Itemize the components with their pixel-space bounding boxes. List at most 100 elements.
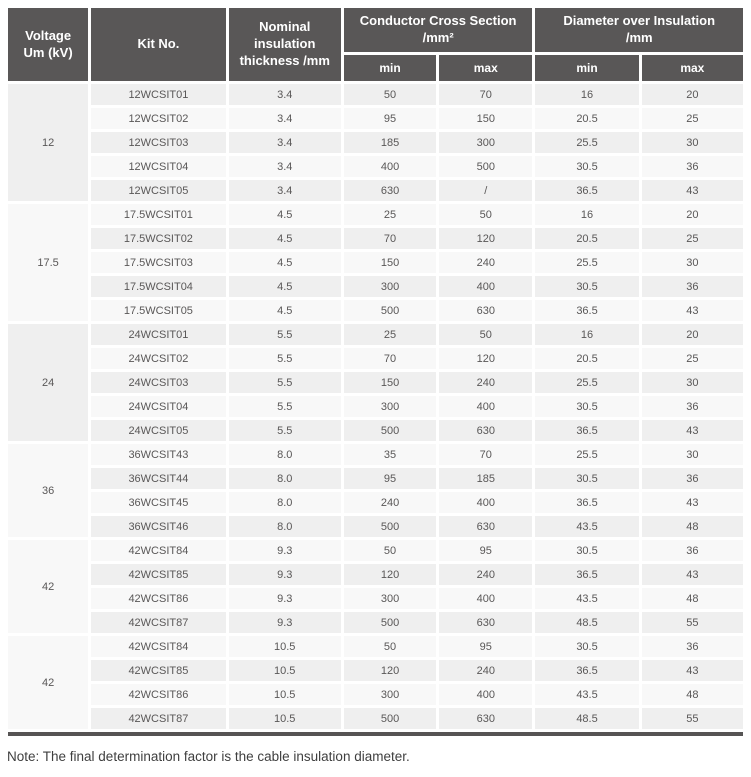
thickness-cell: 9.3: [228, 564, 341, 585]
dia-min-cell: 36.5: [535, 660, 639, 681]
thickness-cell: 8.0: [228, 516, 341, 537]
dia-max-cell: 55: [641, 708, 743, 729]
thickness-cell: 4.5: [228, 228, 341, 249]
dia-min-cell: 36.5: [535, 564, 639, 585]
table-row: 24WCSIT05 5.5 500 630 36.5 43: [8, 420, 743, 441]
ccs-min-cell: 35: [343, 444, 437, 465]
ccs-max-cell: 400: [439, 276, 533, 297]
table-row: 42WCSIT86 10.5 300 400 43.5 48: [8, 684, 743, 705]
header-dia-min: min: [535, 55, 639, 81]
ccs-max-cell: 400: [439, 588, 533, 609]
header-voltage-line2: Um (kV): [23, 44, 73, 60]
table-row: 36WCSIT45 8.0 240 400 36.5 43: [8, 492, 743, 513]
table-row: 17.5WCSIT02 4.5 70 120 20.5 25: [8, 228, 743, 249]
kit-no-cell: 24WCSIT03: [91, 372, 226, 393]
dia-min-cell: 30.5: [535, 396, 639, 417]
kit-no-cell: 36WCSIT46: [91, 516, 226, 537]
thickness-cell: 5.5: [228, 324, 341, 345]
kit-no-cell: 42WCSIT85: [91, 660, 226, 681]
dia-max-cell: 36: [641, 468, 743, 489]
header-voltage: Voltage Um (kV): [8, 8, 89, 81]
ccs-max-cell: 50: [439, 204, 533, 225]
ccs-max-cell: 630: [439, 612, 533, 633]
dia-min-cell: 43.5: [535, 516, 639, 537]
thickness-cell: 5.5: [228, 372, 341, 393]
ccs-min-cell: 300: [343, 396, 437, 417]
thickness-cell: 10.5: [228, 636, 341, 657]
thickness-cell: 3.4: [228, 108, 341, 129]
voltage-group-cell: 12: [8, 84, 89, 201]
dia-min-cell: 25.5: [535, 444, 639, 465]
table-row: 17.5 17.5WCSIT01 4.5 25 50 16 20: [8, 204, 743, 321]
dia-min-cell: 36.5: [535, 300, 639, 321]
table-row: 42WCSIT87 10.5 500 630 48.5 55: [8, 708, 743, 729]
voltage-group-cell: 36: [8, 444, 89, 537]
ccs-max-cell: 240: [439, 372, 533, 393]
ccs-min-cell: 50: [343, 636, 437, 657]
dia-max-cell: 20: [641, 324, 743, 345]
ccs-max-cell: 400: [439, 492, 533, 513]
kit-no-cell: 17.5WCSIT02: [91, 228, 226, 249]
voltage-group-cell: 42: [8, 540, 89, 633]
ccs-max-cell: 120: [439, 228, 533, 249]
dia-min-cell: 36.5: [535, 420, 639, 441]
header-conductor-line1: Conductor Cross Section: [359, 13, 517, 29]
dia-max-cell: 20: [641, 84, 743, 105]
dia-min-cell: 25.5: [535, 372, 639, 393]
thickness-cell: 5.5: [228, 420, 341, 441]
table-row: 42 42WCSIT84 9.3 50 95 30.5 36: [8, 540, 743, 633]
kit-no-cell: 12WCSIT04: [91, 156, 226, 177]
ccs-max-cell: 500: [439, 156, 533, 177]
kit-no-cell: 17.5WCSIT04: [91, 276, 226, 297]
table-row: 42 42WCSIT84 10.5 50 95 30.5 36: [8, 636, 743, 729]
header-diameter-line1: Diameter over Insulation: [563, 13, 716, 29]
dia-min-cell: 36.5: [535, 492, 639, 513]
ccs-max-cell: 630: [439, 708, 533, 729]
dia-max-cell: 30: [641, 372, 743, 393]
dia-max-cell: 36: [641, 540, 743, 561]
thickness-cell: 8.0: [228, 444, 341, 465]
kit-no-cell: 12WCSIT02: [91, 108, 226, 129]
ccs-max-cell: /: [439, 180, 533, 201]
ccs-min-cell: 500: [343, 420, 437, 441]
table-body: 12 12WCSIT01 3.4 50 70 16 20 12WCSIT02 3.4 95 150 2…: [8, 84, 743, 729]
ccs-max-cell: 95: [439, 540, 533, 561]
table-row: 12 12WCSIT01 3.4 50 70 16 20: [8, 84, 743, 201]
ccs-max-cell: 400: [439, 396, 533, 417]
dia-max-cell: 43: [641, 660, 743, 681]
kit-no-cell: 36WCSIT44: [91, 468, 226, 489]
header-diameter-over-insulation: Diameter over Insulation /mm: [535, 8, 743, 52]
table-header: Voltage Um (kV) Kit No. Nominal insulati…: [8, 8, 743, 81]
ccs-min-cell: 150: [343, 372, 437, 393]
dia-min-cell: 25.5: [535, 252, 639, 273]
voltage-group-cell: 24: [8, 324, 89, 441]
ccs-min-cell: 300: [343, 588, 437, 609]
dia-max-cell: 20: [641, 204, 743, 225]
ccs-min-cell: 185: [343, 132, 437, 153]
kit-no-cell: 24WCSIT01: [91, 324, 226, 345]
table-bottom-border: [8, 732, 743, 736]
kit-no-cell: 17.5WCSIT03: [91, 252, 226, 273]
table-row: 42WCSIT85 9.3 120 240 36.5 43: [8, 564, 743, 585]
dia-max-cell: 43: [641, 420, 743, 441]
kit-no-cell: 12WCSIT01: [91, 84, 226, 105]
ccs-max-cell: 50: [439, 324, 533, 345]
dia-min-cell: 20.5: [535, 108, 639, 129]
thickness-cell: 9.3: [228, 588, 341, 609]
thickness-cell: 10.5: [228, 684, 341, 705]
kit-no-cell: 42WCSIT84: [91, 540, 226, 561]
header-conductor-cross-section: Conductor Cross Section /mm²: [343, 8, 533, 52]
kit-no-cell: 42WCSIT84: [91, 636, 226, 657]
kit-no-cell: 24WCSIT02: [91, 348, 226, 369]
dia-min-cell: 36.5: [535, 180, 639, 201]
ccs-max-cell: 70: [439, 84, 533, 105]
dia-min-cell: 25.5: [535, 132, 639, 153]
ccs-max-cell: 95: [439, 636, 533, 657]
table-row: 12WCSIT03 3.4 185 300 25.5 30: [8, 132, 743, 153]
header-conductor-line2: /mm²: [422, 30, 454, 45]
ccs-max-cell: 630: [439, 516, 533, 537]
table-row: 12WCSIT05 3.4 630/36.5 43: [8, 180, 743, 201]
table-row: 24WCSIT03 5.5 150 240 25.5 30: [8, 372, 743, 393]
ccs-min-cell: 300: [343, 684, 437, 705]
